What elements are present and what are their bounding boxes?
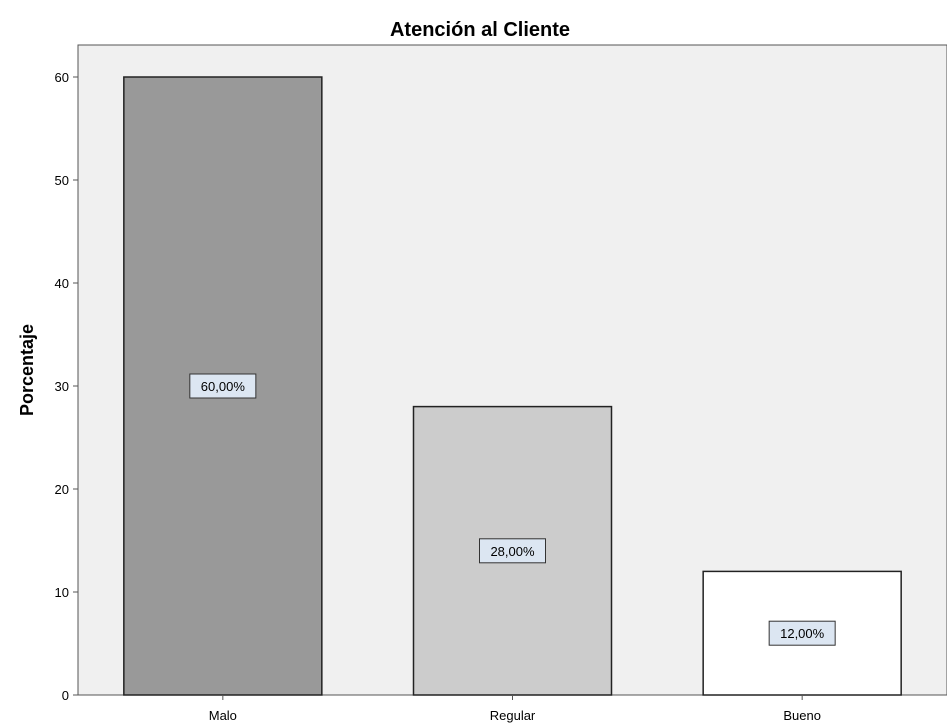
y-tick-label: 50 bbox=[55, 173, 69, 188]
data-label-box bbox=[479, 538, 546, 564]
y-tick-label: 0 bbox=[62, 688, 69, 703]
y-tick-label: 40 bbox=[55, 276, 69, 291]
x-tick-label: Malo bbox=[209, 708, 237, 723]
bars: 60,00% 28,00% 12,00% bbox=[123, 76, 902, 696]
data-label-box bbox=[768, 620, 836, 646]
data-label: 60,00% bbox=[201, 379, 246, 394]
y-axis: 0 10 20 30 40 50 60 bbox=[55, 70, 78, 703]
y-tick-label: 60 bbox=[55, 70, 69, 85]
y-tick-label: 30 bbox=[55, 379, 69, 394]
x-axis: Malo Regular Bueno bbox=[209, 695, 821, 723]
y-tick-label: 10 bbox=[55, 585, 69, 600]
chart-title: Atención al Cliente bbox=[390, 19, 570, 41]
data-label: 28,00% bbox=[490, 544, 535, 559]
y-axis-label: Porcentaje bbox=[17, 324, 37, 416]
data-label-box bbox=[189, 373, 257, 399]
y-tick-label: 20 bbox=[55, 482, 69, 497]
x-tick-label: Regular bbox=[490, 708, 536, 723]
x-tick-label: Bueno bbox=[783, 708, 821, 723]
data-label: 12,00% bbox=[780, 626, 825, 641]
